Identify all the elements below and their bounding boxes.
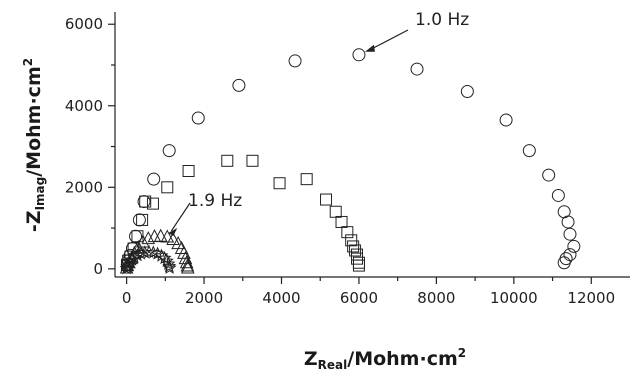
x-tick-label: 6000	[340, 289, 378, 307]
circle-marker	[563, 227, 577, 241]
annotation-arrow	[170, 202, 191, 232]
annotation-label: 1.0 Hz	[415, 10, 469, 30]
x-tick-label: 4000	[262, 289, 300, 307]
triangle-marker	[166, 231, 180, 245]
square-marker	[349, 244, 362, 257]
star-marker	[125, 252, 139, 266]
x-axis-title: ZReal/Mohm·cm2	[304, 346, 466, 372]
circle-marker	[191, 111, 205, 125]
square-marker	[345, 234, 358, 247]
y-tick-label: 4000	[65, 97, 103, 115]
series-star	[119, 244, 177, 275]
y-axis-ticks: 0 2000 4000 6000	[65, 15, 115, 278]
triangle-marker	[153, 228, 168, 242]
triangle-marker	[180, 260, 195, 274]
triangle-marker	[136, 234, 150, 248]
square-marker	[139, 195, 152, 208]
y-tick-label: 2000	[65, 178, 103, 196]
circle-marker	[557, 256, 571, 270]
axes	[114, 12, 630, 278]
square-marker	[329, 205, 342, 218]
circle-marker	[522, 144, 536, 158]
square-marker	[146, 197, 159, 210]
circle-marker	[542, 168, 556, 182]
annotation-arrowhead	[168, 228, 178, 237]
square-marker	[347, 240, 360, 253]
circle-marker	[352, 48, 366, 62]
square-marker	[182, 165, 195, 177]
circle-marker	[460, 85, 474, 98]
square-marker	[136, 213, 149, 226]
circle-marker	[410, 62, 424, 76]
annotations: 1.0 Hz 1.9 Hz	[168, 10, 469, 237]
star-marker	[162, 260, 177, 274]
circle-marker	[561, 215, 575, 229]
circle-marker	[162, 144, 176, 158]
square-marker	[246, 154, 259, 167]
x-tick-label: 8000	[417, 289, 455, 307]
annotation-label: 1.9 Hz	[188, 191, 242, 211]
circle-marker	[288, 54, 302, 68]
data-markers	[119, 48, 581, 275]
triangle-marker	[179, 255, 194, 269]
triangle-marker	[177, 245, 191, 259]
square-marker	[221, 154, 234, 167]
y-axis-title: -ZImag/Mohm·cm2	[21, 58, 47, 232]
star-marker	[146, 245, 161, 259]
square-marker	[352, 259, 365, 272]
x-tick-label: 12000	[567, 289, 615, 307]
square-marker	[341, 226, 354, 239]
star-marker	[162, 259, 177, 273]
x-tick-label: 2000	[185, 289, 223, 307]
square-marker	[335, 215, 348, 228]
circle-marker	[132, 213, 146, 227]
circle-marker	[232, 78, 246, 92]
square-marker	[351, 252, 364, 265]
square-marker	[161, 181, 174, 194]
x-axis-ticks: 0 2000 4000 6000 8000 10000 12000	[122, 277, 615, 307]
x-tick-label: 10000	[490, 289, 538, 307]
star-marker	[157, 250, 172, 265]
square-marker	[300, 173, 313, 186]
triangle-marker	[180, 258, 195, 272]
triangle-marker	[141, 231, 156, 245]
triangle-marker	[160, 229, 175, 243]
circle-marker	[499, 113, 513, 127]
circle-marker	[567, 239, 581, 253]
circle-marker	[147, 172, 161, 186]
annotation-arrowhead	[364, 44, 375, 52]
x-tick-label: 0	[122, 289, 132, 307]
star-marker	[142, 244, 157, 259]
annotation-arrow	[367, 29, 409, 52]
series-square	[121, 154, 365, 272]
y-tick-label: 0	[93, 260, 103, 278]
y-tick-label: 6000	[65, 15, 103, 33]
square-marker	[273, 177, 286, 190]
star-marker	[161, 256, 176, 270]
square-marker	[320, 193, 333, 206]
circle-marker	[551, 188, 565, 202]
